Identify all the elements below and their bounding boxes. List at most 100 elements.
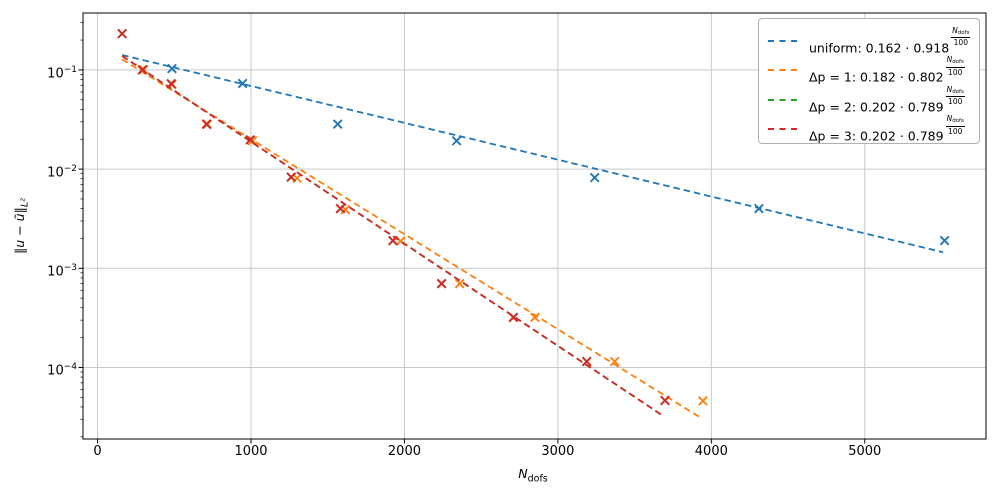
legend-label: Δp = 1: 0.182 · 0.802 Ndofs 100 [809,56,965,85]
y-tick-base: 10 [47,363,64,379]
data-marker-x [698,396,708,406]
legend-coefficient: 0.202 [860,99,896,114]
legend-multiplication-dot: · [901,40,914,55]
data-marker-x [508,312,519,323]
y-tick-base: 10 [47,264,64,280]
legend-exponent-numerator: Ndofs [945,84,965,97]
legend-entry: Δp = 3: 0.202 · 0.789 Ndofs 100 [766,114,971,144]
legend-line-sample [768,39,797,42]
data-marker-x [395,236,406,246]
x-tick-label: 1000 [234,444,268,459]
legend-label-prefix: Δp = 2: [809,99,861,114]
legend-exponent-numerator-main: N [946,55,953,64]
data-marker-x [436,278,447,289]
data-marker-x [581,356,592,367]
y-tick-base: 10 [47,66,64,82]
y-tick-label: 10−1 [29,61,77,83]
data-marker-x [117,28,127,39]
legend-multiplication-dot: · [895,99,908,114]
legend-line-sample [768,128,797,131]
legend-coefficient: 0.202 [860,128,896,144]
legend-exponent-numerator: Ndofs [945,114,965,127]
legend-multiplication-dot: · [895,128,908,144]
legend-base: 0.802 [907,69,944,85]
legend-exponent-numerator-sub: dofs [952,88,964,95]
data-marker-x [454,278,465,289]
legend-exponent-denominator: 100 [948,126,963,136]
legend-exponent-fraction: Ndofs 100 [945,84,965,106]
legend-exponent-denominator: 100 [953,38,968,47]
data-marker-x [335,203,346,214]
x-axis-label-sub: dofs [527,473,548,485]
x-axis-label-main: N [518,466,528,481]
y-axis-label-sub: L² [19,198,31,208]
y-axis-label: ‖u − ũ‖L² [12,146,31,306]
x-tick-label: 4000 [694,444,728,459]
fit-line [121,54,944,254]
legend: uniform: 0.162 · 0.918 Ndofs 100 Δp = 1: 0.… [758,18,980,144]
legend-entry: Δp = 1: 0.182 · 0.802 Ndofs 100 [766,56,971,86]
y-tick-exponent: −2 [63,164,77,175]
data-marker-x [754,203,764,214]
data-marker-x [530,312,540,323]
plot-border [82,12,987,440]
fit-line [121,55,665,418]
legend-exponent-numerator-main: N [946,84,953,94]
legend-label: Δp = 3: 0.202 · 0.789 Ndofs 100 [809,114,965,144]
x-tick-label: 0 [93,444,102,459]
legend-exponent-numerator-sub: dofs [952,118,964,124]
legend-base: 0.918 [913,40,950,55]
legend-line-sample [768,98,797,101]
y-tick-base: 10 [47,165,64,181]
legend-exponent-numerator-sub: dofs [957,29,970,36]
fit-line [121,58,703,420]
legend-base: 0.789 [907,128,944,144]
x-tick-label: 2000 [387,444,421,459]
data-marker-x [286,172,297,183]
legend-label-prefix: uniform: [809,40,866,55]
legend-coefficient: 0.182 [860,69,896,85]
legend-exponent-numerator: Ndofs [945,55,965,68]
x-axis-label: Ndofs [483,466,583,485]
data-marker-x [340,204,351,215]
legend-line-sample [768,69,797,72]
legend-multiplication-dot: · [895,69,908,85]
legend-exponent-numerator-main: N [946,114,953,123]
y-tick-exponent: −4 [63,362,77,373]
legend-coefficient: 0.162 [865,40,902,55]
legend-label: Δp = 2: 0.202 · 0.789 Ndofs 100 [809,84,965,114]
data-marker-x [201,119,212,130]
y-tick-label: 10−2 [29,160,77,182]
legend-exponent-fraction: Ndofs 100 [945,114,965,136]
data-marker-x [166,78,177,89]
legend-entry: Δp = 2: 0.202 · 0.789 Ndofs 100 [766,85,971,115]
y-axis-label-main: ‖u − ũ‖ [12,207,27,254]
legend-label: uniform: 0.162 · 0.918 Ndofs 100 [809,25,971,55]
data-marker-x [237,78,248,89]
legend-exponent-numerator-sub: dofs [952,59,964,65]
legend-exponent-numerator-main: N [952,25,958,35]
y-tick-exponent: −3 [63,263,77,274]
data-marker-x [939,235,950,246]
data-marker-x [660,395,670,406]
x-tick-label: 5000 [848,444,882,459]
data-marker-x [451,135,462,146]
y-tick-label: 10−3 [29,259,77,281]
data-marker-x [137,65,148,75]
data-marker-x [247,135,258,146]
data-marker-x [332,119,343,130]
legend-exponent-denominator: 100 [948,67,963,77]
legend-exponent-fraction: Ndofs 100 [945,55,965,77]
y-tick-label: 10−4 [29,358,77,380]
legend-label-prefix: Δp = 1: [809,69,861,85]
data-marker-x [388,235,398,246]
data-marker-x [609,356,620,367]
data-marker-x [167,63,177,74]
legend-exponent-denominator: 100 [948,97,963,106]
legend-label-prefix: Δp = 3: [809,128,861,144]
legend-exponent-numerator: Ndofs [951,25,971,38]
y-tick-exponent: −1 [63,64,77,75]
legend-exponent-fraction: Ndofs 100 [951,25,971,47]
legend-base: 0.789 [907,99,944,114]
